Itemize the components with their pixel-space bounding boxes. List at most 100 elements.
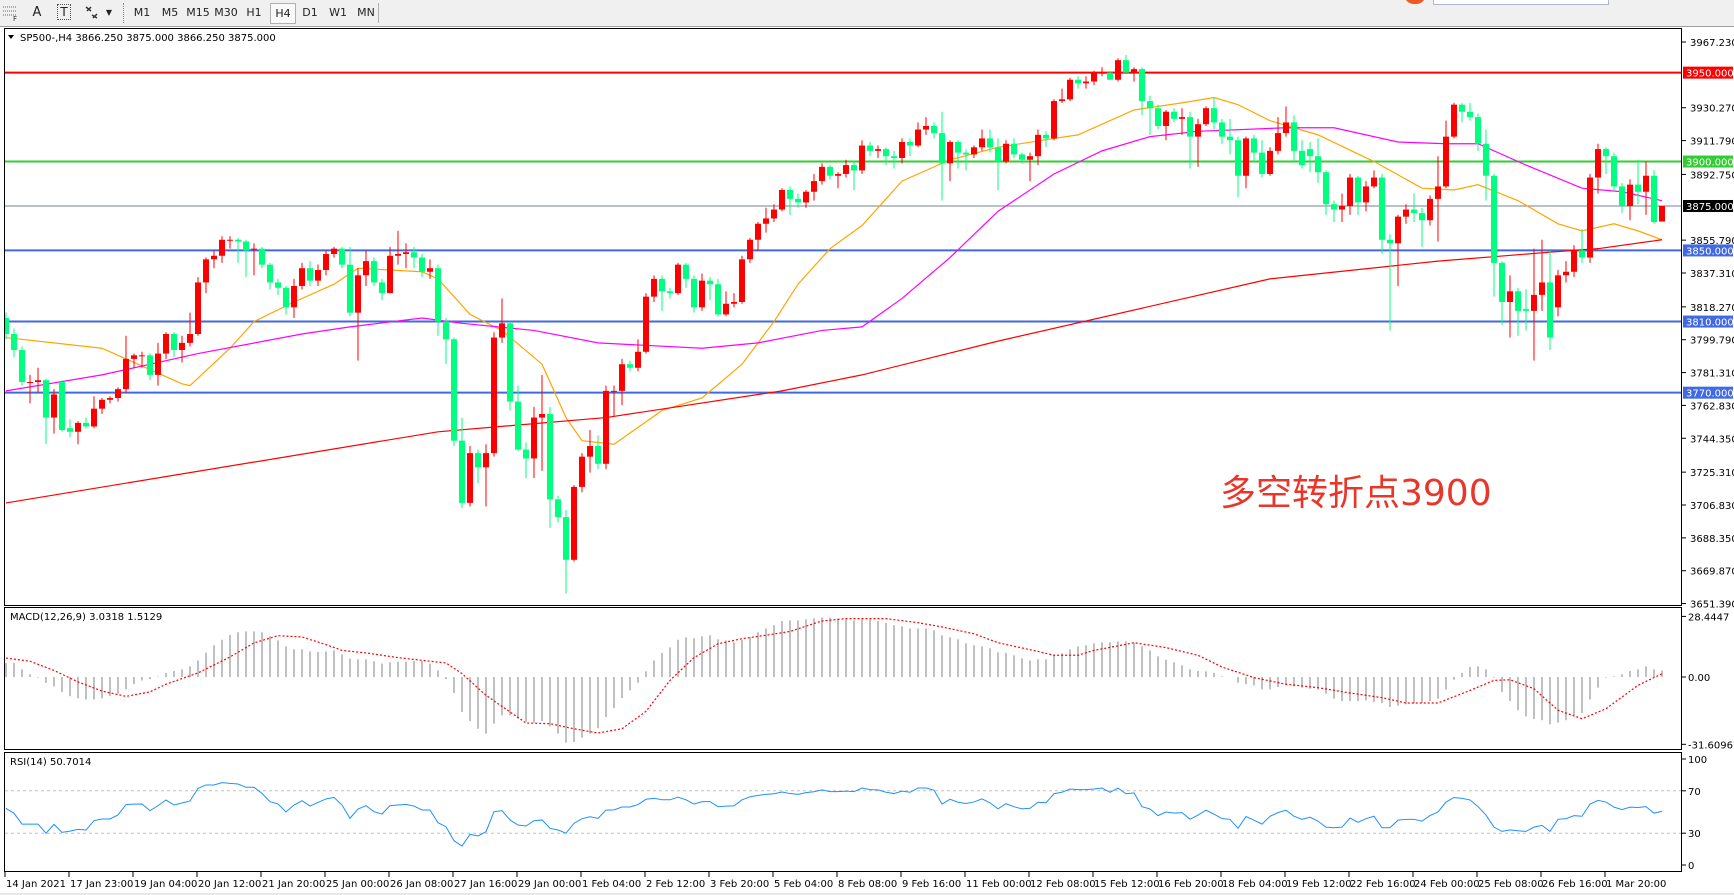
candle-bull bbox=[291, 278, 297, 318]
rsi-pane-frame bbox=[4, 752, 1682, 872]
chart-window[interactable]: 3967.230 3930.270 3911.790 3892.750 3855.790… bbox=[0, 26, 1734, 895]
candle-bear bbox=[1235, 136, 1241, 198]
candle-body bbox=[779, 189, 785, 210]
candle-bull bbox=[771, 204, 777, 222]
candle-body bbox=[51, 394, 57, 418]
candle-bear bbox=[1139, 67, 1145, 116]
candle-body bbox=[475, 453, 481, 468]
text-label-icon[interactable]: A bbox=[32, 5, 42, 20]
candle-body bbox=[563, 517, 569, 560]
candle-bull bbox=[859, 140, 865, 174]
timeframe-mn[interactable]: MN bbox=[357, 6, 375, 19]
candle-body bbox=[395, 253, 401, 256]
timeframe-h4[interactable]: H4 bbox=[270, 3, 296, 24]
candle-body bbox=[243, 241, 249, 251]
candle-bull bbox=[1051, 99, 1057, 141]
candle-body bbox=[691, 278, 697, 308]
candle-bull bbox=[1243, 136, 1249, 189]
candle-body bbox=[659, 278, 665, 292]
candle-bear bbox=[891, 150, 897, 169]
axes: 3967.230 3930.270 3911.790 3892.750 3855.790… bbox=[4, 38, 1734, 890]
candle-bear bbox=[1635, 159, 1641, 205]
timeframe-m15[interactable]: M15 bbox=[186, 6, 210, 19]
time-tick-label: 15 Feb 12:00 bbox=[1094, 879, 1160, 890]
candle-body bbox=[667, 291, 673, 294]
candle-bear bbox=[1019, 152, 1025, 164]
candle-bull bbox=[1539, 239, 1545, 311]
candle-bear bbox=[1251, 134, 1257, 162]
candle-bull bbox=[747, 237, 753, 263]
candle-body bbox=[315, 269, 321, 281]
dropdown-icon[interactable]: ▼ bbox=[105, 8, 113, 17]
candle-bear bbox=[19, 346, 25, 386]
candle-body bbox=[1515, 291, 1521, 311]
candle-body bbox=[1059, 99, 1065, 102]
level-label: 3810.000 bbox=[1686, 318, 1734, 329]
candle-body bbox=[1291, 122, 1297, 151]
candle-body bbox=[835, 173, 841, 176]
rsi-tick-label: 70 bbox=[1688, 787, 1701, 798]
promo-banner[interactable] bbox=[1433, 0, 1609, 5]
candle-bear bbox=[1387, 234, 1393, 331]
candle-bear bbox=[1171, 108, 1177, 123]
candle-body bbox=[1163, 111, 1169, 126]
timeframe-h1[interactable]: H1 bbox=[246, 6, 262, 19]
candle-body bbox=[27, 382, 33, 384]
candle-body bbox=[1323, 172, 1329, 205]
candle-bull bbox=[1395, 214, 1401, 286]
candle-bear bbox=[691, 275, 697, 313]
candle-bull bbox=[491, 332, 497, 457]
candle-bear bbox=[827, 165, 833, 180]
candle-body bbox=[1235, 140, 1241, 176]
time-tick-label: 24 Feb 00:00 bbox=[1414, 879, 1480, 890]
timeframe-w1[interactable]: W1 bbox=[329, 6, 347, 19]
collapse-triangle-icon[interactable] bbox=[8, 35, 14, 39]
candle-body bbox=[1475, 117, 1481, 144]
ma_mid-line bbox=[5, 127, 1663, 392]
candle-bull bbox=[355, 268, 361, 361]
candle-bull bbox=[203, 257, 209, 294]
candle-bear bbox=[507, 321, 513, 411]
candle-body bbox=[427, 268, 433, 272]
candle-body bbox=[323, 253, 329, 270]
candle-bear bbox=[795, 193, 801, 208]
timeframe-d1[interactable]: D1 bbox=[302, 6, 318, 19]
candle-body bbox=[971, 147, 977, 155]
candle-body bbox=[411, 252, 417, 258]
candle-bear bbox=[1547, 250, 1553, 351]
rsi-tick-label: 0 bbox=[1688, 861, 1694, 872]
candle-bull bbox=[915, 122, 921, 148]
candle-body bbox=[1467, 111, 1473, 118]
candle-bear bbox=[459, 417, 465, 509]
candle-bull bbox=[1195, 118, 1201, 167]
candle-bear bbox=[1147, 95, 1153, 135]
candle-body bbox=[979, 138, 985, 148]
candle-bull bbox=[163, 332, 169, 359]
candle-body bbox=[459, 440, 465, 503]
text-box-icon[interactable]: T bbox=[54, 3, 74, 22]
timeframe-m30[interactable]: M30 bbox=[214, 6, 238, 19]
level-label: 3875.000 bbox=[1686, 202, 1734, 213]
time-tick-label: 2 Feb 12:00 bbox=[646, 879, 705, 890]
candle-body bbox=[75, 422, 81, 432]
time-tick-label: 12 Feb 08:00 bbox=[1030, 879, 1096, 890]
candle-bull bbox=[739, 255, 745, 304]
period-separator-icon[interactable]: F bbox=[2, 3, 20, 23]
candle-bull bbox=[699, 273, 705, 311]
candle-body bbox=[307, 268, 313, 281]
arrows-icon[interactable] bbox=[82, 3, 102, 22]
candle-body bbox=[179, 342, 185, 351]
macd-pane-frame bbox=[4, 607, 1682, 750]
candle-bear bbox=[547, 406, 553, 528]
candle-bear bbox=[1355, 175, 1361, 215]
candle-body bbox=[595, 446, 601, 464]
macd-tick-label: 0.00 bbox=[1688, 673, 1710, 684]
timeframe-m1[interactable]: M1 bbox=[133, 6, 151, 19]
candle-bear bbox=[339, 246, 345, 269]
price-tick-label: 3781.310 bbox=[1690, 369, 1734, 380]
candle-bull bbox=[603, 385, 609, 470]
timeframe-m5[interactable]: M5 bbox=[161, 6, 179, 19]
rsi-indicator bbox=[5, 782, 1681, 847]
candle-body bbox=[1483, 143, 1489, 176]
candle-bull bbox=[139, 351, 145, 368]
